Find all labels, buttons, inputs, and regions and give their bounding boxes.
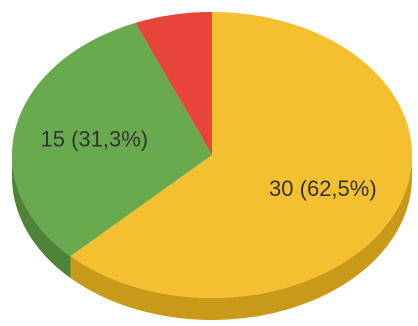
pie-sides bbox=[12, 155, 412, 320]
pie-label-0: 30 (62,5%) bbox=[269, 176, 377, 201]
pie-slice-0 bbox=[70, 12, 412, 298]
pie-side-1 bbox=[12, 155, 71, 279]
pie-slice-1 bbox=[11, 22, 212, 257]
pie-labels: 30 (62,5%) 15 (31,3%) bbox=[40, 126, 376, 201]
pie-side-0 bbox=[70, 155, 412, 320]
pie-label-1: 15 (31,3%) bbox=[40, 126, 148, 151]
pie-slices bbox=[11, 12, 412, 298]
pie-slice-2 bbox=[135, 12, 212, 155]
